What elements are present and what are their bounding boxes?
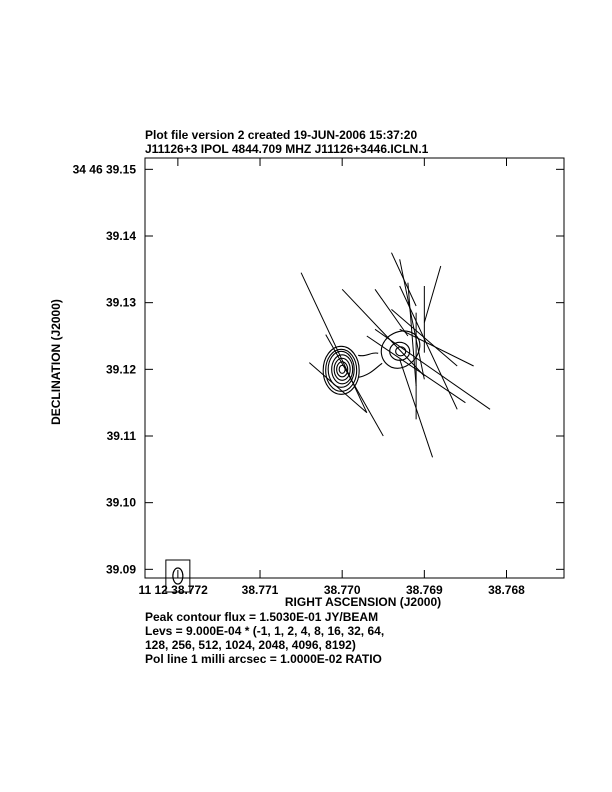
pol-vector	[366, 335, 466, 404]
plot-header-line1: Plot file version 2 created 19-JUN-2006 …	[145, 128, 417, 142]
pol-vector	[391, 308, 458, 367]
pol-vector	[374, 289, 409, 337]
core-contour	[322, 345, 360, 395]
core-contour	[331, 354, 354, 385]
core-contour	[333, 357, 351, 381]
x-tick-label: 38.771	[242, 583, 279, 597]
footer-pol-line: Pol line 1 milli arcsec = 1.0000E-02 RAT…	[145, 652, 382, 666]
core-contour	[327, 350, 355, 388]
pol-vector	[341, 288, 425, 377]
beam-ellipse	[172, 567, 184, 585]
footer-levels-2: 128, 256, 512, 1024, 2048, 4096, 8192)	[145, 638, 356, 652]
secondary-contour	[380, 330, 421, 369]
pol-vector	[399, 285, 458, 410]
y-tick-label: 39.14	[106, 229, 136, 243]
pol-vector	[325, 334, 384, 437]
y-axis-label: DECLINATION (J2000)	[49, 299, 63, 425]
x-tick-label: 38.768	[488, 583, 525, 597]
pol-vector	[300, 272, 368, 413]
contour-layer	[322, 330, 421, 395]
pol-vector	[399, 259, 425, 380]
pol-vector	[308, 362, 368, 414]
core-contour	[336, 361, 349, 378]
axis-ticks: 11 12 38.772 38.771 38.770 38.769 38.768 34 4…	[73, 158, 564, 597]
x-axis-label: RIGHT ASCENSION (J2000)	[285, 595, 441, 609]
x-tick-label: 11 12 38.772	[138, 583, 208, 597]
x-tick-label: 38.769	[406, 583, 443, 597]
core-contour	[325, 348, 358, 392]
bridge-contour	[358, 352, 379, 357]
beam-box-frame	[165, 559, 191, 593]
y-tick-label: 39.12	[106, 362, 136, 376]
polarization-vectors	[300, 252, 491, 458]
y-tick-label: 39.09	[106, 562, 136, 576]
plot-frame	[144, 157, 565, 579]
y-tick-label: 39.10	[106, 496, 136, 510]
footer-peak-flux: Peak contour flux = 1.5030E-01 JY/BEAM	[145, 610, 378, 624]
y-tick-label: 39.11	[107, 429, 137, 443]
pol-vector	[399, 359, 434, 458]
beam-box	[165, 559, 191, 593]
pol-vector	[423, 265, 442, 323]
y-tick-label: 34 46 39.15	[73, 162, 137, 176]
pol-vector	[374, 328, 491, 410]
bridge-contour	[358, 362, 383, 378]
x-tick-label: 38.770	[324, 583, 361, 597]
y-tick-label: 39.13	[106, 296, 136, 310]
footer-levels-1: Levs = 9.000E-04 * (-1, 1, 2, 4, 8, 16, …	[145, 624, 384, 638]
plot-header-line2: J11126+3 IPOL 4844.709 MHZ J11126+3446.I…	[145, 142, 429, 156]
